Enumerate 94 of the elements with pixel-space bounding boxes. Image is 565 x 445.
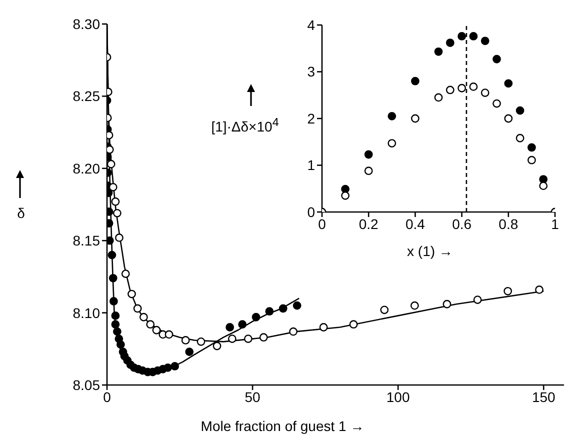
y-axis-title: δ — [16, 205, 26, 221]
point — [349, 320, 358, 329]
x-tick-label: 0.6 — [452, 216, 472, 232]
point — [196, 337, 206, 346]
point — [133, 304, 142, 313]
point — [380, 306, 389, 314]
point — [111, 320, 120, 329]
point — [292, 301, 302, 310]
point — [244, 334, 252, 343]
y-tick-label: 1 — [307, 157, 316, 174]
x-tick-label: 0 — [103, 388, 112, 405]
point — [259, 333, 268, 342]
point — [492, 99, 501, 108]
point — [115, 234, 124, 242]
point — [492, 54, 501, 64]
point — [128, 290, 136, 298]
x-axis-title: Mole fraction of guest 1 → — [200, 418, 366, 434]
point — [341, 191, 350, 200]
point — [480, 88, 490, 97]
y-tick-label: 8.05 — [72, 376, 100, 393]
point — [528, 156, 536, 164]
point — [238, 320, 247, 329]
point — [535, 285, 544, 294]
point — [278, 304, 288, 313]
point — [434, 93, 443, 102]
point — [458, 84, 466, 92]
x-tick-label: 0.2 — [358, 216, 379, 232]
x-tick-label: 0 — [318, 216, 326, 232]
x-tick-label: 50 — [244, 388, 261, 405]
y-tick-label: 0 — [307, 204, 316, 220]
point — [388, 139, 396, 148]
y-axis-title: [1]·Δδ×10$^{4}$ — [210, 116, 280, 135]
point — [170, 362, 180, 370]
x-axis-title: x (1) → — [406, 243, 454, 259]
x-tick-label: 1 — [551, 216, 560, 232]
point — [109, 297, 118, 306]
y-tick-label: 8.20 — [72, 160, 100, 176]
point — [139, 312, 148, 322]
y-tick-label: 8.15 — [72, 232, 100, 249]
point — [212, 342, 222, 350]
point — [446, 38, 454, 47]
point — [469, 32, 478, 40]
point — [319, 323, 328, 332]
point — [504, 286, 512, 296]
point — [226, 323, 234, 332]
y-tick-label: 2 — [307, 110, 316, 126]
point — [411, 114, 420, 123]
point — [164, 330, 174, 339]
point — [539, 175, 548, 184]
point — [111, 197, 120, 206]
point — [411, 76, 420, 86]
point — [504, 79, 513, 88]
x-tick-label: 0.8 — [498, 216, 518, 232]
point — [504, 114, 513, 123]
point — [181, 336, 190, 344]
point — [446, 86, 454, 94]
point — [164, 363, 172, 372]
point — [152, 326, 161, 334]
point — [289, 327, 298, 336]
x-tick-label: 150 — [532, 388, 556, 405]
point — [410, 301, 419, 310]
y-tick-label: 3 — [307, 64, 316, 80]
point — [121, 270, 130, 278]
point — [111, 311, 120, 320]
point — [473, 296, 482, 304]
point — [480, 36, 490, 46]
point — [112, 327, 122, 336]
point — [252, 312, 260, 322]
point — [265, 307, 274, 316]
x-tick-label: 100 — [386, 388, 410, 405]
point — [528, 143, 536, 152]
point — [185, 348, 194, 356]
point — [442, 300, 452, 308]
y-tick-label: 8.25 — [72, 88, 100, 104]
point — [469, 82, 478, 91]
point — [108, 274, 118, 282]
point — [388, 112, 396, 120]
point — [516, 134, 524, 142]
point — [228, 334, 236, 343]
x-tick-label: 0.4 — [405, 216, 426, 232]
point — [364, 150, 373, 159]
point — [107, 160, 116, 168]
y-tick-label: 8.10 — [72, 304, 100, 321]
point — [458, 32, 466, 40]
y-tick-label: 8.30 — [72, 16, 100, 32]
point — [539, 182, 548, 190]
point — [434, 47, 443, 56]
point — [116, 340, 125, 349]
point — [146, 320, 155, 329]
point — [112, 208, 122, 218]
point — [364, 166, 373, 176]
y-tick-label: 4 — [307, 16, 316, 33]
point — [516, 106, 524, 115]
point — [108, 250, 116, 260]
